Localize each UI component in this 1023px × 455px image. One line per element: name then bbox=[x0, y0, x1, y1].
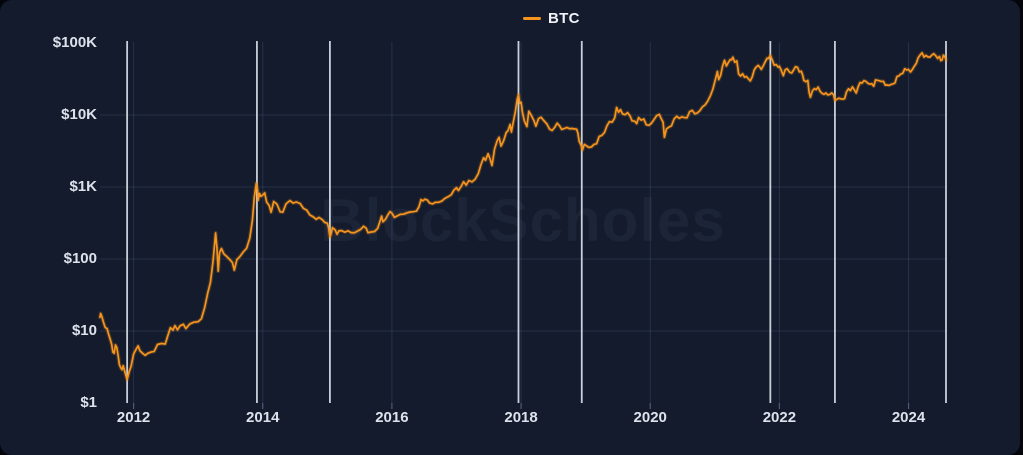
watermark: BlockScholes bbox=[320, 187, 726, 254]
y-axis-label: $10 bbox=[71, 322, 97, 339]
x-axis-label: 2024 bbox=[891, 409, 926, 426]
legend-item-btc[interactable]: BTC bbox=[523, 10, 580, 27]
legend-label: BTC bbox=[548, 10, 580, 27]
btc-price-line[interactable] bbox=[99, 51, 947, 381]
x-axis-label: 2014 bbox=[246, 409, 280, 426]
x-axis-label: 2018 bbox=[504, 409, 538, 426]
x-axis-label: 2012 bbox=[116, 409, 151, 426]
y-axis-label: $1K bbox=[69, 178, 97, 195]
y-axis-label: $10K bbox=[61, 106, 97, 123]
y-axis-label: $100K bbox=[52, 34, 97, 51]
x-axis-label: 2020 bbox=[633, 409, 667, 426]
x-axis-label: 2016 bbox=[375, 409, 409, 426]
y-axis-label: $1 bbox=[80, 394, 97, 411]
legend-swatch bbox=[523, 17, 541, 20]
y-axis-label: $100 bbox=[63, 250, 97, 267]
x-axis-label: 2022 bbox=[762, 409, 797, 426]
